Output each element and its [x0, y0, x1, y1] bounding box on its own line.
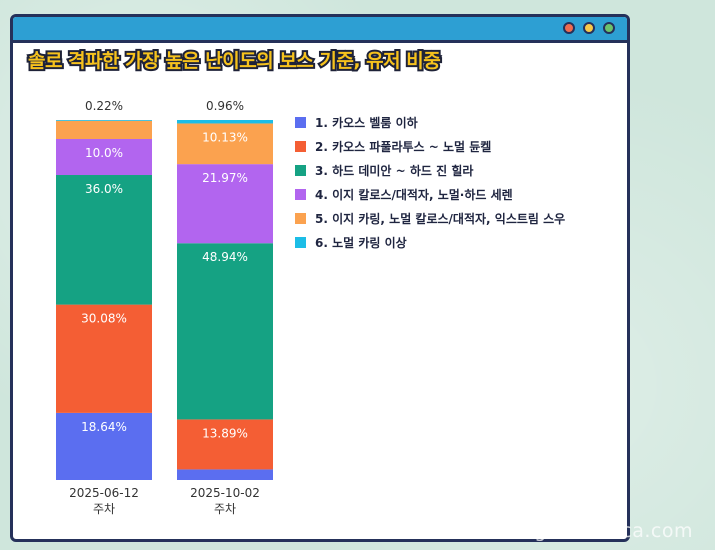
bar-segment — [177, 120, 273, 124]
bar-segment — [56, 139, 152, 176]
legend-label: 2. 카오스 파풀라투스 ~ 노멀 듄켈 — [315, 139, 492, 154]
legend-item: 6. 노멀 카링 이상 — [295, 230, 565, 254]
maximize-dot-icon — [603, 22, 615, 34]
bar-segment — [177, 123, 273, 165]
bar-segment — [56, 175, 152, 305]
legend-swatch — [295, 116, 306, 128]
legend-item: 5. 이지 카링, 노멀 칼로스/대적자, 익스트림 스우 — [295, 206, 565, 230]
legend-label: 5. 이지 카링, 노멀 칼로스/대적자, 익스트림 스우 — [315, 211, 566, 226]
legend-item: 4. 이지 칼로스/대적자, 노멀·하드 세렌 — [295, 182, 565, 206]
bar-segment — [177, 469, 273, 480]
x-tick-label: 2025-10-02 — [190, 486, 260, 500]
legend-label: 1. 카오스 벨룸 이하 — [315, 115, 418, 130]
chart-legend: 1. 카오스 벨룸 이하 2. 카오스 파풀라투스 ~ 노멀 듄켈 3. 하드 데미… — [295, 110, 565, 254]
legend-swatch — [295, 236, 306, 248]
top-data-label: 0.96% — [206, 99, 244, 113]
legend-label: 6. 노멀 카링 이상 — [315, 235, 407, 250]
bar-segment — [177, 419, 273, 470]
legend-swatch — [295, 188, 306, 200]
data-label: 30.08% — [81, 312, 127, 326]
legend-label: 4. 이지 칼로스/대적자, 노멀·하드 세렌 — [315, 187, 513, 202]
bar-segment — [56, 120, 152, 140]
data-label: 18.64% — [81, 420, 127, 434]
x-tick-label: 2025-06-12 — [69, 486, 139, 500]
legend-swatch — [295, 164, 306, 176]
data-label: 21.97% — [202, 171, 248, 185]
data-label: 36.0% — [85, 182, 123, 196]
legend-swatch — [295, 140, 306, 152]
top-data-label: 0.22% — [85, 99, 123, 113]
x-tick-sublabel: 주차 — [214, 502, 236, 516]
data-label: 10.13% — [202, 130, 248, 144]
minimize-dot-icon — [583, 22, 595, 34]
bar-segment — [56, 120, 152, 121]
bar-segment — [56, 304, 152, 413]
data-label: 13.89% — [202, 426, 248, 440]
legend-item: 2. 카오스 파풀라투스 ~ 노멀 듄켈 — [295, 134, 565, 158]
data-label: 48.94% — [202, 250, 248, 264]
legend-item: 3. 하드 데미안 ~ 하드 진 힐라 — [295, 158, 565, 182]
window-titlebar — [13, 17, 627, 43]
legend-label: 3. 하드 데미안 ~ 하드 진 힐라 — [315, 163, 474, 178]
bar-segment — [177, 243, 273, 420]
data-label: 10.0% — [85, 146, 123, 160]
bar-segment — [177, 164, 273, 244]
legend-swatch — [295, 212, 306, 224]
close-dot-icon — [563, 22, 575, 34]
watermark: gamemeca.com — [534, 520, 693, 542]
bar-segment — [56, 412, 152, 480]
x-tick-sublabel: 주차 — [93, 502, 115, 516]
legend-item: 1. 카오스 벨룸 이하 — [295, 110, 565, 134]
chart-title: 솔로 격파한 가장 높은 난이도의 보스 기준, 유저 비중 — [26, 48, 443, 74]
